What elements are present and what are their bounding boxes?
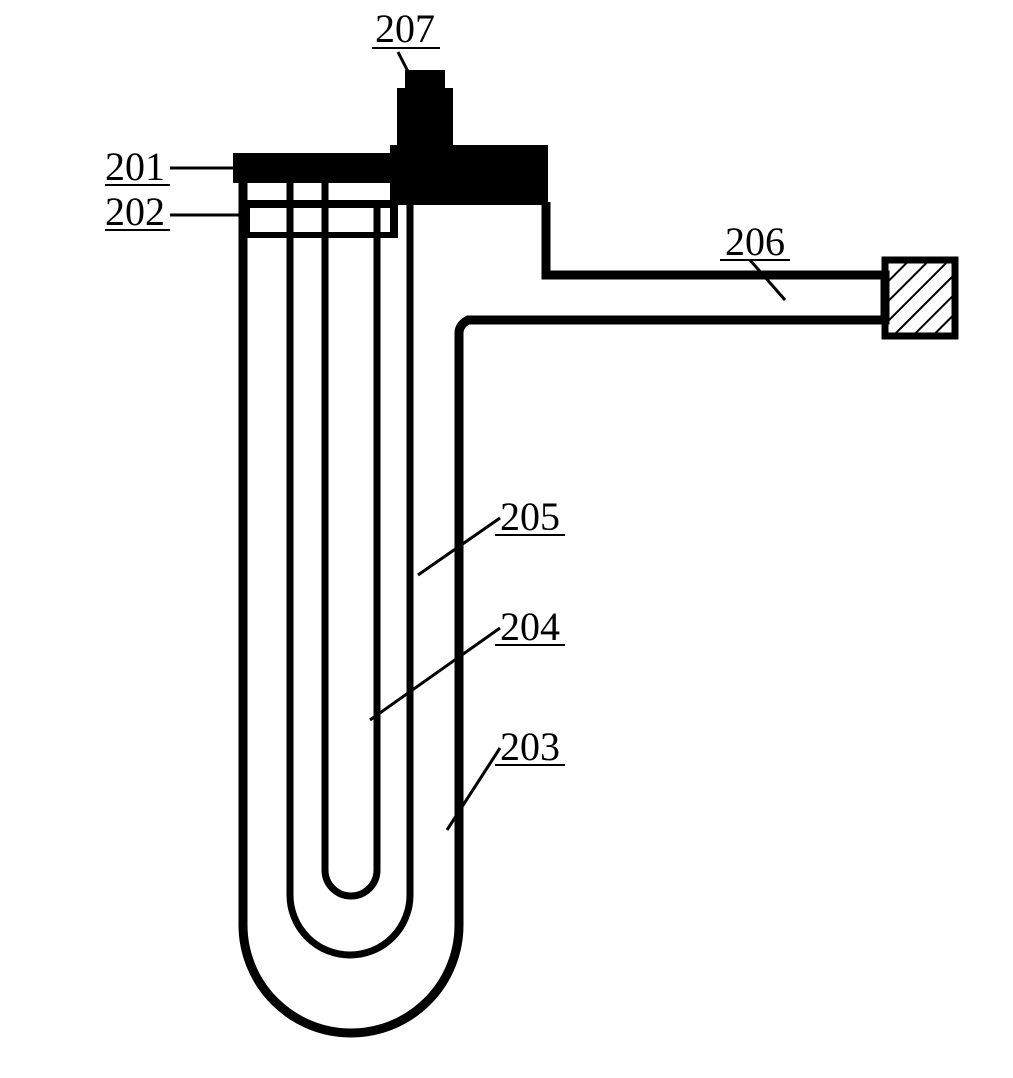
label-202: 202 xyxy=(105,189,165,234)
label-205: 205 xyxy=(500,494,560,539)
label-206: 206 xyxy=(725,219,785,264)
inner-tube-204 xyxy=(325,183,377,896)
middle-tube-205 xyxy=(290,183,410,955)
label-204: 204 xyxy=(500,604,560,649)
leader-204 xyxy=(370,628,500,720)
label-201: 201 xyxy=(105,144,165,189)
label-207: 207 xyxy=(375,6,435,51)
technical-diagram: 201 202 207 206 205 204 203 xyxy=(0,0,1013,1078)
cap-assembly xyxy=(233,70,548,205)
outer-vessel-203 xyxy=(243,183,885,1033)
leader-206 xyxy=(750,260,785,300)
side-arm-endcap xyxy=(885,260,955,336)
label-203: 203 xyxy=(500,724,560,769)
